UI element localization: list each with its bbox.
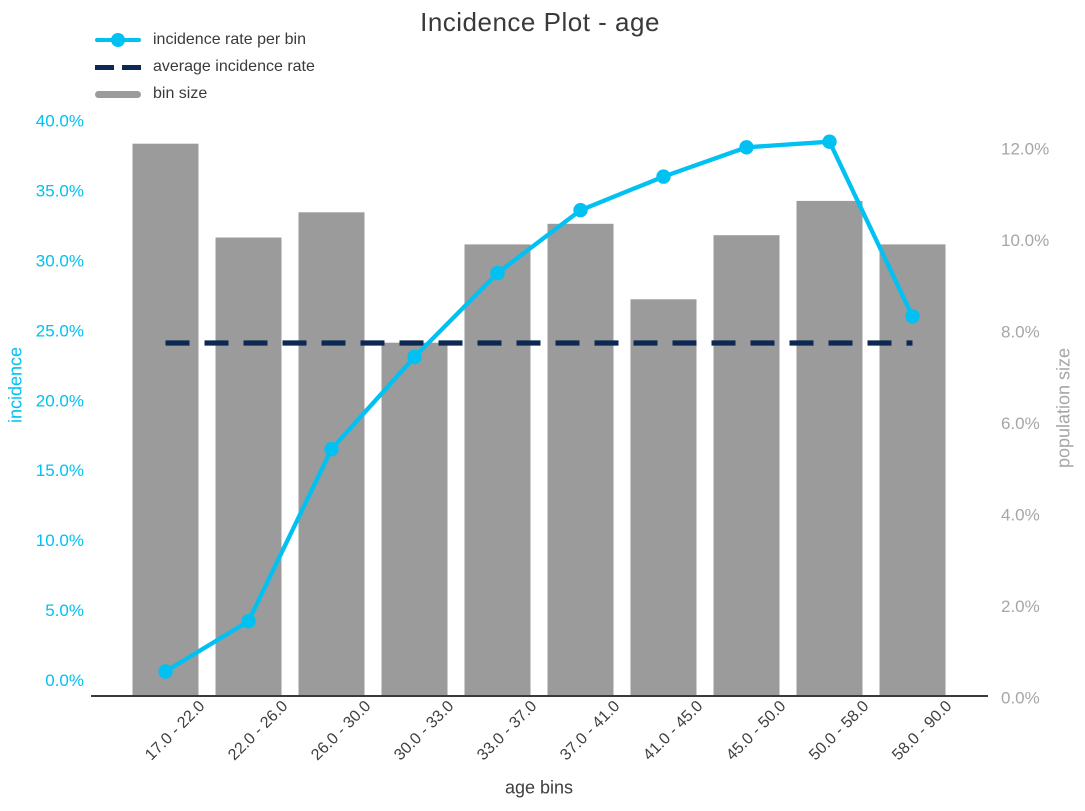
incidence-point-marker bbox=[158, 664, 173, 679]
x-axis-tick-label: 30.0 - 33.0 bbox=[391, 698, 457, 764]
bar-bin-size bbox=[630, 299, 697, 696]
right-axis-tick-label: 12.0% bbox=[1001, 139, 1049, 158]
legend-label: bin size bbox=[153, 85, 208, 102]
x-axis-tick-label: 22.0 - 26.0 bbox=[225, 698, 291, 764]
incidence-point-marker bbox=[573, 203, 588, 218]
x-axis-title: age bins bbox=[504, 777, 574, 798]
right-axis-tick-label: 8.0% bbox=[1001, 322, 1040, 341]
left-axis-tick-label: 25.0% bbox=[36, 321, 84, 340]
x-axis-tick-label: 58.0 - 90.0 bbox=[889, 698, 955, 764]
incidence-line bbox=[163, 139, 915, 674]
chart-title: Incidence Plot - age bbox=[420, 7, 660, 37]
incidence-point-marker bbox=[656, 169, 671, 184]
right-axis-tick-label: 2.0% bbox=[1001, 597, 1040, 616]
incidence-point-marker bbox=[324, 442, 339, 457]
left-axis-tick-label: 35.0% bbox=[36, 182, 84, 201]
bar-bin-size bbox=[132, 143, 199, 696]
incidence-point-marker bbox=[822, 134, 837, 149]
legend-label: incidence rate per bin bbox=[153, 31, 306, 48]
incidence-point-marker bbox=[905, 309, 920, 324]
legend-item-average-rate: average incidence rate bbox=[95, 58, 315, 76]
legend-item-bin-size: bin size bbox=[95, 85, 315, 103]
x-axis-tick-label: 33.0 - 37.0 bbox=[474, 698, 540, 764]
legend-dash-sample bbox=[95, 65, 141, 70]
x-axis-tick-label: 17.0 - 22.0 bbox=[142, 698, 208, 764]
bar-bin-size bbox=[547, 223, 614, 697]
right-axis-title: population size bbox=[1053, 347, 1074, 469]
x-axis-tick-label: 50.0 - 58.0 bbox=[806, 698, 872, 764]
left-axis-tick-label: 10.0% bbox=[36, 531, 84, 550]
left-axis-tick-label: 40.0% bbox=[36, 112, 84, 131]
x-axis-tick-label: 37.0 - 41.0 bbox=[557, 698, 623, 764]
right-axis-tick-label: 10.0% bbox=[1001, 231, 1049, 250]
incidence-point-marker bbox=[241, 614, 256, 629]
right-axis-tick-label: 4.0% bbox=[1001, 505, 1040, 524]
left-axis-tick-label: 5.0% bbox=[45, 601, 84, 620]
right-axis-tick-label: 0.0% bbox=[1001, 688, 1040, 707]
bar-bin-size bbox=[464, 244, 531, 696]
left-axis-tick-label: 30.0% bbox=[36, 252, 84, 271]
bar-bin-size bbox=[713, 235, 780, 696]
x-axis-tick-label: 26.0 - 30.0 bbox=[308, 698, 374, 764]
left-axis-title: incidence bbox=[5, 346, 26, 424]
legend-item-incidence-rate: incidence rate per bin bbox=[95, 31, 315, 49]
legend-bar-sample bbox=[95, 91, 141, 98]
bar-bin-size bbox=[796, 200, 863, 696]
right-axis-tick-label: 6.0% bbox=[1001, 414, 1040, 433]
incidence-point-marker bbox=[407, 349, 422, 365]
dashed-line-swatch-icon bbox=[95, 58, 141, 76]
incidence-point-marker bbox=[739, 140, 754, 155]
left-axis-tick-label: 20.0% bbox=[36, 391, 84, 410]
x-axis-tick-label: 41.0 - 45.0 bbox=[640, 698, 706, 764]
left-axis-tick-label: 0.0% bbox=[45, 671, 84, 690]
bar-bin-size bbox=[381, 342, 448, 696]
line-marker-swatch-icon bbox=[95, 31, 141, 49]
legend-marker-dot bbox=[111, 33, 125, 47]
incidence-point-marker bbox=[490, 265, 505, 281]
x-axis-tick-label: 45.0 - 50.0 bbox=[723, 698, 789, 764]
left-axis-tick-label: 15.0% bbox=[36, 461, 84, 480]
legend-label: average incidence rate bbox=[153, 58, 315, 75]
legend: incidence rate per bin average incidence… bbox=[95, 31, 315, 112]
bar-swatch-icon bbox=[95, 85, 141, 103]
